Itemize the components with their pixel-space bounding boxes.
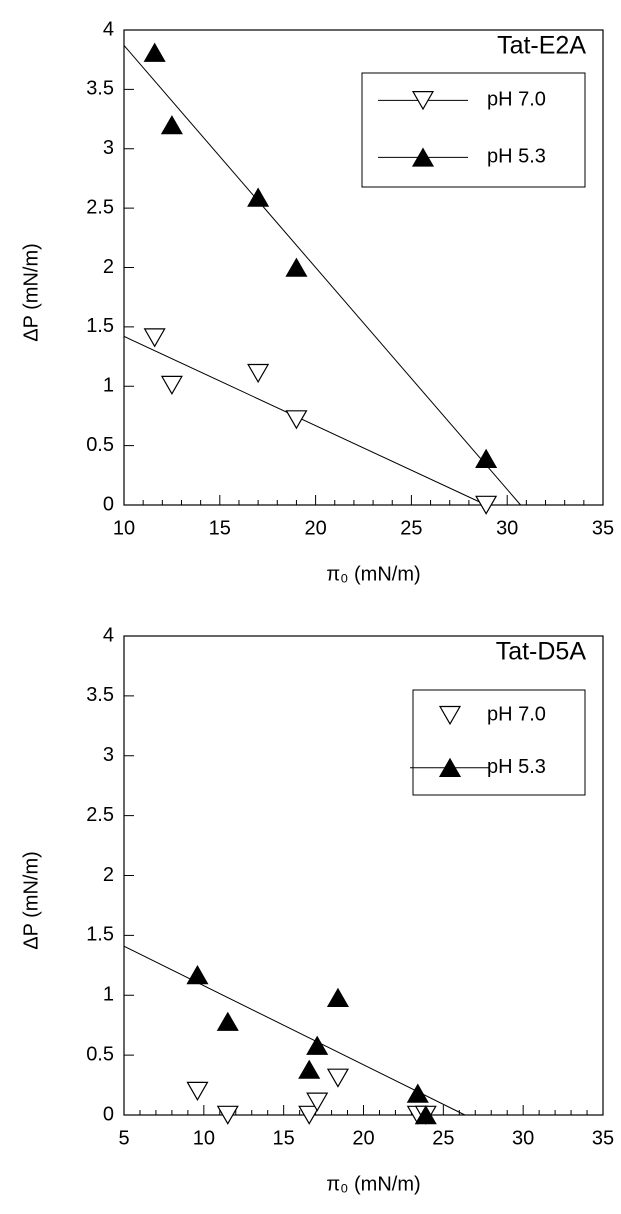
legend-marker [438, 757, 462, 777]
x-tick-label: 15 [273, 1127, 295, 1149]
data-point [475, 448, 498, 468]
legend-label: pH 7.0 [487, 703, 546, 725]
y-tick-label: 1 [103, 375, 114, 397]
x-tick-label: 20 [304, 517, 326, 539]
y-tick-label: 0 [103, 1103, 114, 1125]
y-tick-label: 1 [103, 984, 114, 1006]
x-tick-label: 20 [352, 1127, 374, 1149]
data-point [414, 1105, 437, 1125]
y-tick-label: 0.5 [86, 434, 114, 456]
x-tick-label: 10 [113, 517, 135, 539]
legend-label: pH 5.3 [487, 756, 546, 778]
legend-marker [411, 147, 435, 167]
data-point [186, 964, 209, 985]
chart-title: Tat-D5A [496, 638, 587, 666]
x-axis-label: π₀ (mN/m) [326, 563, 420, 585]
x-tick-label: 35 [592, 517, 614, 539]
y-tick-label: 4 [103, 18, 114, 40]
y-tick-label: 4 [103, 624, 114, 646]
x-axis-label: π₀ (mN/m) [326, 1173, 420, 1195]
data-point [186, 1081, 209, 1101]
data-point [143, 42, 166, 62]
chart: 5 10 15 20 25 30 35 0 0.5 1 1.5 2 2.5 3 3.5 4 π₀ (mN/m) Δ… [20, 624, 614, 1195]
y-tick-label: 3 [103, 137, 114, 159]
x-tick-label: 25 [432, 1127, 454, 1149]
data-point [285, 257, 308, 277]
fit-line [123, 45, 521, 506]
data-point [160, 375, 183, 395]
data-point [216, 1011, 239, 1031]
chart-title: Tat-E2A [497, 32, 586, 60]
legend-marker [411, 91, 435, 111]
data-point [285, 410, 308, 430]
data-point [326, 987, 349, 1007]
y-axis-label: ΔP (mN/m) [20, 243, 42, 342]
data-point [247, 187, 270, 207]
data-point [143, 328, 166, 348]
data-point [306, 1035, 329, 1055]
x-tick-label: 15 [209, 517, 231, 539]
y-tick-label: 0.5 [86, 1043, 114, 1065]
x-tick-label: 30 [496, 517, 518, 539]
y-tick-label: 1.5 [86, 315, 114, 337]
legend-marker [438, 705, 462, 726]
y-tick-label: 2.5 [86, 804, 114, 826]
x-tick-label: 25 [400, 517, 422, 539]
y-tick-label: 1.5 [86, 924, 114, 946]
x-tick-label: 30 [512, 1127, 534, 1149]
data-point [406, 1083, 429, 1103]
data-point [306, 1092, 329, 1112]
y-tick-label: 3 [103, 744, 114, 766]
y-tick-label: 2.5 [86, 196, 114, 218]
legend-label: pH 7.0 [487, 89, 546, 111]
data-point [247, 363, 270, 384]
data-point [326, 1068, 349, 1088]
x-tick-label: 10 [193, 1127, 215, 1149]
y-tick-label: 3.5 [86, 78, 114, 100]
fit-line [123, 335, 487, 506]
data-point [475, 495, 498, 515]
data-point [298, 1105, 321, 1125]
y-tick-label: 3.5 [86, 684, 114, 706]
y-tick-label: 0 [103, 493, 114, 515]
y-axis-label: ΔP (mN/m) [20, 851, 42, 950]
data-point [216, 1105, 239, 1125]
y-tick-label: 2 [103, 256, 114, 278]
x-tick-label: 5 [118, 1127, 129, 1149]
data-point [160, 115, 183, 135]
legend-box [361, 72, 586, 188]
fit-line [123, 945, 466, 1116]
legend-label: pH 5.3 [487, 146, 546, 168]
x-tick-label: 35 [592, 1127, 614, 1149]
y-tick-label: 2 [103, 864, 114, 886]
data-point [298, 1059, 321, 1079]
chart: 10 15 20 25 30 35 0 0.5 1 1.5 2 2.5 3 3.5 4 π₀ (mN/m) ΔP… [20, 18, 614, 585]
